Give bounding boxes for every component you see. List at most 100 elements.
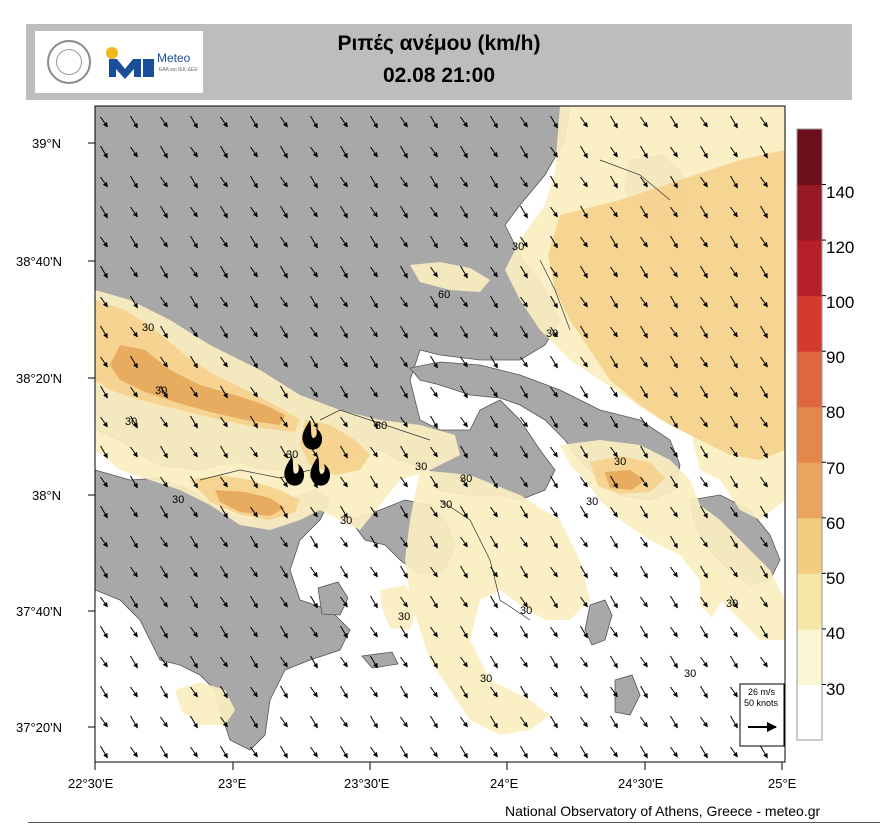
wind-arrow-icon bbox=[610, 566, 618, 578]
wind-arrow-icon bbox=[190, 386, 198, 398]
wind-arrow-icon bbox=[610, 326, 618, 338]
wind-arrow-icon bbox=[220, 536, 228, 548]
wind-arrow-icon bbox=[370, 506, 378, 518]
wind-arrow-icon bbox=[460, 205, 468, 219]
wind-arrow-icon bbox=[250, 746, 258, 758]
contour-label: 30 bbox=[440, 499, 452, 511]
wind-arrow-icon bbox=[250, 446, 258, 458]
wind-arrow-icon bbox=[670, 506, 678, 518]
wind-arrow-icon bbox=[250, 386, 258, 398]
wind-arrow-icon bbox=[400, 625, 408, 639]
wind-arrow-icon bbox=[400, 356, 408, 368]
lat-label: 38°20'N bbox=[16, 371, 62, 386]
wind-arrow-icon bbox=[520, 205, 528, 219]
wind-arrow-icon bbox=[760, 205, 768, 219]
wind-arrow-icon bbox=[610, 715, 618, 729]
wind-arrow-icon bbox=[520, 116, 528, 128]
contour-label: 30 bbox=[546, 328, 558, 340]
wind-arrow-icon bbox=[490, 655, 498, 669]
contour-label: 30 bbox=[340, 515, 352, 527]
wind-arrow-icon bbox=[640, 236, 648, 248]
wind-arrow-icon bbox=[160, 625, 168, 639]
wind-arrow-icon bbox=[340, 265, 348, 279]
wind-arrow-icon bbox=[310, 266, 318, 278]
wind-arrow-icon bbox=[490, 146, 498, 158]
wind-arrow-icon bbox=[370, 626, 378, 638]
legend-colorbar bbox=[796, 128, 826, 741]
wind-arrow-icon bbox=[400, 416, 408, 428]
wind-arrow-icon bbox=[100, 716, 108, 728]
wind-arrow-icon bbox=[760, 505, 768, 519]
wind-arrow-icon bbox=[400, 116, 408, 128]
wind-arrow-icon bbox=[730, 506, 738, 518]
wind-arrow-icon bbox=[550, 655, 558, 669]
wind-arrow-icon bbox=[280, 385, 288, 399]
meteo-logo-subtitle: ΕΑΑ και ΙΕΚ-ΔΕΕ bbox=[159, 67, 198, 73]
wind-arrow-icon bbox=[340, 685, 348, 699]
wind-arrow-icon bbox=[400, 265, 408, 279]
wind-arrow-icon bbox=[310, 206, 318, 218]
wind-arrow-icon bbox=[220, 145, 228, 159]
wind-arrow-icon bbox=[460, 296, 468, 308]
wind-arrow-icon bbox=[130, 506, 138, 518]
contour-label: 30 bbox=[586, 496, 598, 508]
wind-arrow-icon bbox=[160, 325, 168, 339]
wind-arrow-icon bbox=[670, 475, 678, 489]
wind-arrow-icon bbox=[610, 626, 618, 638]
wind-arrow-icon bbox=[160, 476, 168, 488]
wind-arrow-icon bbox=[340, 476, 348, 488]
wind-arrow-icon bbox=[250, 355, 258, 369]
wind-arrow-icon bbox=[670, 386, 678, 398]
wind-arrow-icon bbox=[610, 386, 618, 398]
wind-arrow-icon bbox=[250, 475, 258, 489]
wind-arrow-icon bbox=[670, 715, 678, 729]
wind-arrow-icon bbox=[640, 505, 648, 519]
wind-arrow-icon bbox=[220, 296, 228, 308]
wind-arrow-icon bbox=[550, 746, 558, 758]
wind-arrow-icon bbox=[340, 536, 348, 548]
wind-arrow-icon bbox=[700, 685, 708, 699]
wind-arrow-icon bbox=[730, 446, 738, 458]
wind-arrow-icon bbox=[310, 746, 318, 758]
wind-arrow-icon bbox=[760, 445, 768, 459]
wind-arrow-icon bbox=[190, 326, 198, 338]
wind-arrow-icon bbox=[220, 445, 228, 459]
wind-arrow-icon bbox=[160, 296, 168, 308]
wind-arrow-icon bbox=[610, 175, 618, 189]
map-title: Ριπές ανέμου (km/h) bbox=[337, 32, 541, 55]
kythnos-island bbox=[614, 674, 641, 716]
wind-arrow-icon bbox=[370, 746, 378, 758]
wind-arrow-icon bbox=[340, 325, 348, 339]
wind-arrow-icon bbox=[490, 295, 498, 309]
wind-arrow-icon bbox=[760, 536, 768, 548]
wind-arrow-icon bbox=[760, 176, 768, 188]
wind-arrow-icon bbox=[220, 685, 228, 699]
meteo-logo-icon bbox=[106, 47, 154, 79]
wind-arrow-icon bbox=[430, 595, 438, 609]
wind-arrow-icon bbox=[670, 146, 678, 158]
wind-arrow-icon bbox=[760, 745, 768, 759]
wind-arrow-icon bbox=[400, 385, 408, 399]
wind-arrow-icon bbox=[640, 445, 648, 459]
wind-arrow-icon bbox=[670, 686, 678, 698]
axis-ticks bbox=[88, 142, 783, 770]
wind-arrow-icon bbox=[130, 235, 138, 249]
wind-arrow-icon bbox=[640, 325, 648, 339]
wind-arrow-icon bbox=[190, 175, 198, 189]
wind-arrow-icon bbox=[550, 175, 558, 189]
wind-arrow-icon bbox=[130, 746, 138, 758]
wind-arrow-icon bbox=[580, 685, 588, 699]
wind-arrow-icon bbox=[640, 536, 648, 548]
wind-arrow-icon bbox=[520, 476, 528, 488]
wind-arrow-icon bbox=[190, 686, 198, 698]
wind-arrow-icon bbox=[370, 115, 378, 129]
wind-arrow-icon bbox=[670, 626, 678, 638]
wind-arrow-icon bbox=[340, 296, 348, 308]
wind-arrow-icon bbox=[340, 385, 348, 399]
wind-arrow-icon bbox=[130, 206, 138, 218]
wind-arrow-icon bbox=[220, 265, 228, 279]
wind-arrow-icon bbox=[160, 565, 168, 579]
wind-arrow-icon bbox=[580, 656, 588, 668]
wind-arrow-icon bbox=[490, 266, 498, 278]
wind-arrow-icon bbox=[250, 415, 258, 429]
